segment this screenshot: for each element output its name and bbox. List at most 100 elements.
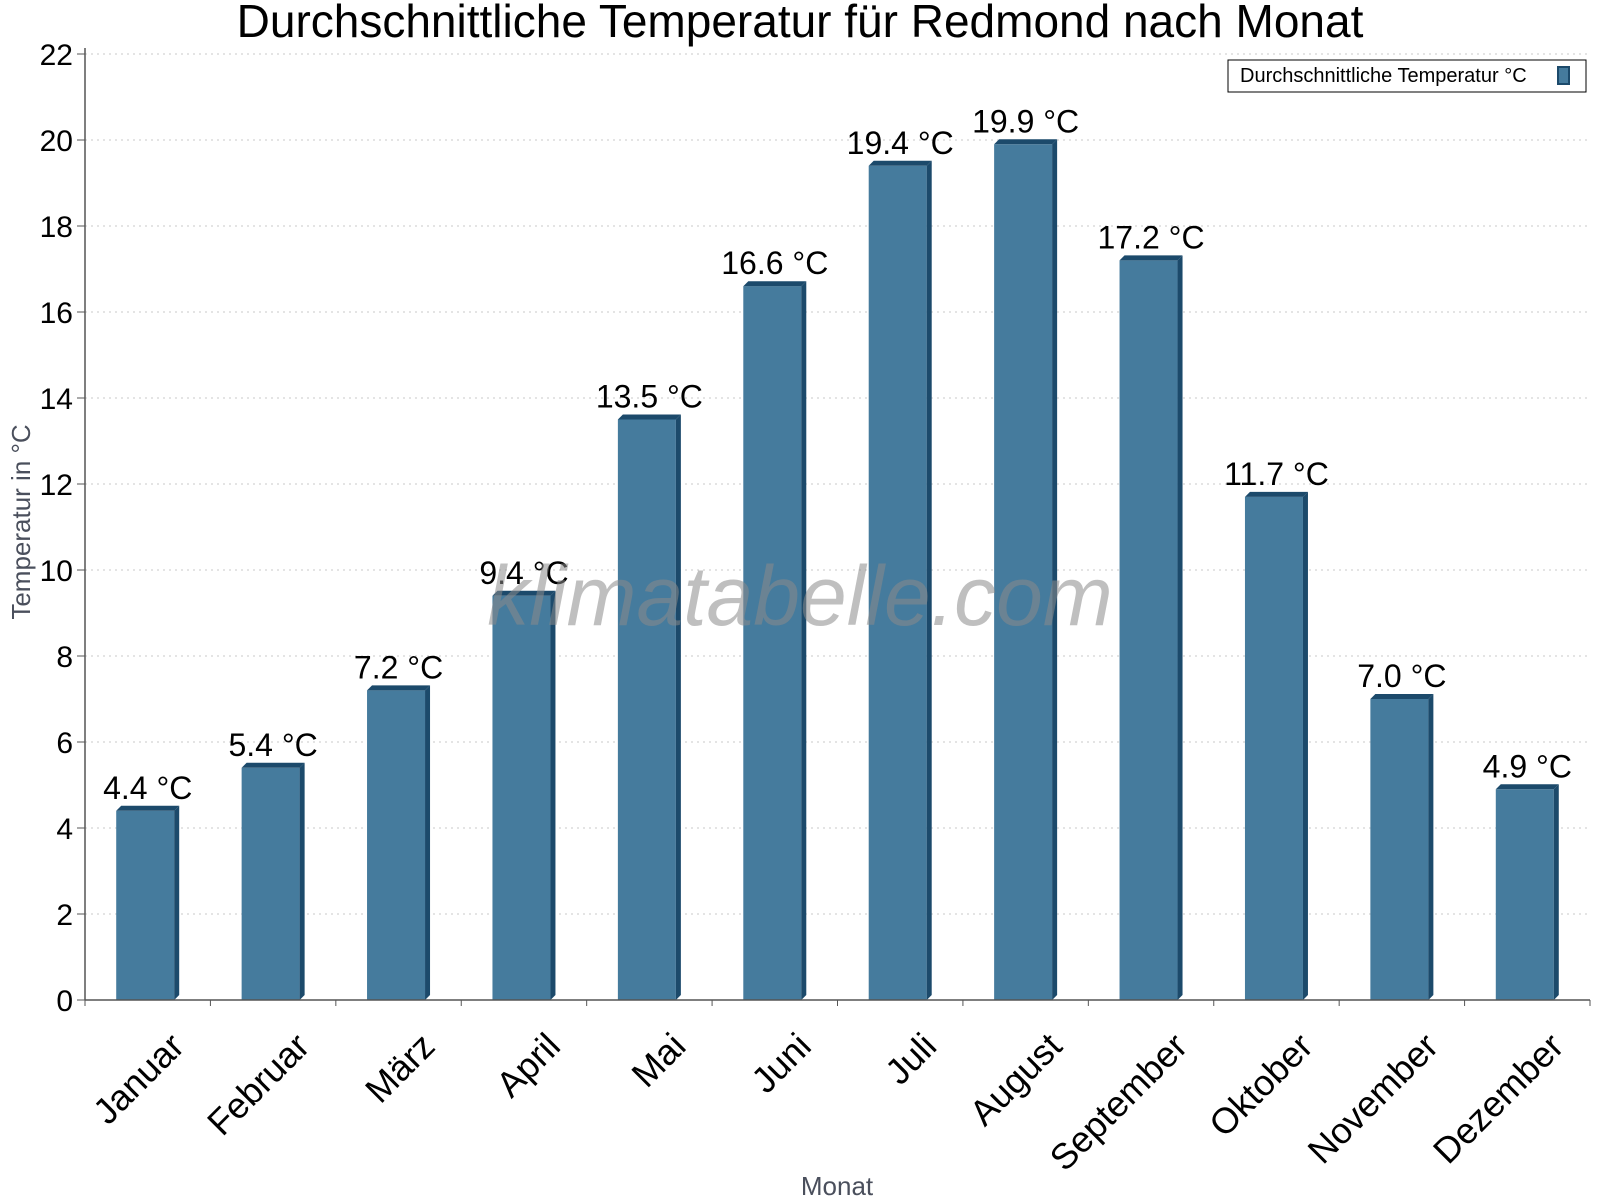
bar-top [994,139,1058,145]
bar-side [1553,784,1559,1000]
grid-lines [85,53,1590,915]
y-tick-label: 6 [56,727,73,760]
x-tick-label: März [357,1025,443,1111]
bars [116,139,1559,1001]
bar-front [1495,789,1554,1000]
bar-top [1119,255,1183,261]
bar-april [492,590,556,1000]
bar-front [1244,496,1303,1000]
y-axis-ticks: 0 2 4 6 8 10 12 14 16 18 20 22 [40,39,85,1018]
y-tick-label: 18 [40,211,73,244]
x-tick-label: November [1299,1025,1445,1171]
bar-front [1370,699,1429,1000]
bar-top [1244,491,1308,497]
bar-front [116,810,175,1000]
y-tick-label: 12 [40,469,73,502]
data-label: 7.2 °C [354,649,443,685]
x-tick-label: Februar [199,1025,317,1143]
data-labels: 4.4 °C 5.4 °C 7.2 °C 9.4 °C 13.5 °C 16.6 °C 19… [103,103,1572,806]
data-label: 19.4 °C [847,125,954,161]
data-label: 19.9 °C [972,103,1079,139]
y-tick-label: 20 [40,125,73,158]
bar-top [743,281,807,287]
bar-september [1119,255,1183,1000]
bar-dezember [1495,784,1559,1000]
legend-swatch [1557,66,1570,85]
bar-november [1370,694,1434,1000]
legend-label: Durchschnittliche Temperatur °C [1240,65,1527,87]
bar-mai [617,414,681,1000]
bar-front [492,595,551,1000]
bar-juli [868,160,932,1001]
data-label: 16.6 °C [721,245,828,281]
data-label: 13.5 °C [596,379,703,415]
x-axis-title: Monat [801,1171,874,1200]
bar-side [1177,255,1183,1000]
bar-side [1302,491,1308,1000]
bar-top [868,160,932,166]
legend: Durchschnittliche Temperatur °C [1227,59,1587,93]
x-tick-label: Juni [743,1025,819,1101]
y-tick-label: 16 [40,297,73,330]
x-tick-label: August [961,1025,1069,1133]
x-axis-ticks: Januar Februar März April Mai Juni Juli AugustS… [84,1000,1591,1179]
bar-front [868,165,927,1001]
legend-box [1227,59,1587,93]
data-label: 5.4 °C [228,727,317,763]
y-tick-label: 8 [56,641,73,674]
bar-top [367,685,431,691]
bar-top [241,762,305,768]
axes [84,48,1590,1001]
x-tick-label: Mai [623,1025,693,1095]
y-tick-label: 2 [56,899,73,932]
bar-märz [367,685,431,1000]
bar-side [299,762,305,1000]
bar-side [801,281,807,1000]
y-tick-label: 10 [40,555,73,588]
data-label: 17.2 °C [1098,219,1205,255]
y-tick-label: 22 [40,39,73,72]
bar-side [550,590,556,1000]
bar-top [1495,784,1559,790]
bar-side [174,805,180,1000]
data-label: 7.0 °C [1357,658,1446,694]
bar-top [492,590,556,596]
bar-august [994,139,1058,1001]
bar-front [617,419,676,1000]
y-tick-label: 0 [56,985,73,1018]
watermark: klimatabelle.com [487,549,1113,643]
y-tick-label: 14 [40,383,73,416]
data-label: 9.4 °C [479,555,568,591]
bar-side [425,685,431,1000]
chart-title: Durchschnittliche Temperatur für Redmond… [237,0,1364,47]
x-tick-label: Oktober [1201,1025,1321,1145]
x-tick-label: September [1042,1025,1196,1179]
bar-front [1119,260,1178,1000]
x-tick-label: April [488,1025,568,1105]
bar-top [617,414,681,420]
bar-januar [116,805,180,1000]
y-tick-label: 4 [56,813,73,846]
bar-side [926,160,932,1001]
x-tick-label: Dezember [1425,1025,1571,1171]
bar-side [675,414,681,1000]
bar-juni [743,281,807,1000]
data-label: 4.9 °C [1483,748,1572,784]
x-tick-label: Januar [85,1025,192,1132]
data-label: 11.7 °C [1224,456,1329,492]
y-axis-title: Temperatur in °C [6,424,36,619]
bar-top [116,805,180,811]
bar-oktober [1244,491,1308,1000]
bar-side [1428,694,1434,1000]
bar-front [743,286,802,1000]
bar-top [1370,694,1434,699]
bar-front [241,767,300,1000]
x-tick-label: Juli [877,1025,944,1092]
data-label: 4.4 °C [103,770,192,806]
bar-februar [241,762,305,1000]
bar-front [367,690,426,1000]
bar-front [994,144,1053,1001]
bar-side [1052,139,1058,1001]
